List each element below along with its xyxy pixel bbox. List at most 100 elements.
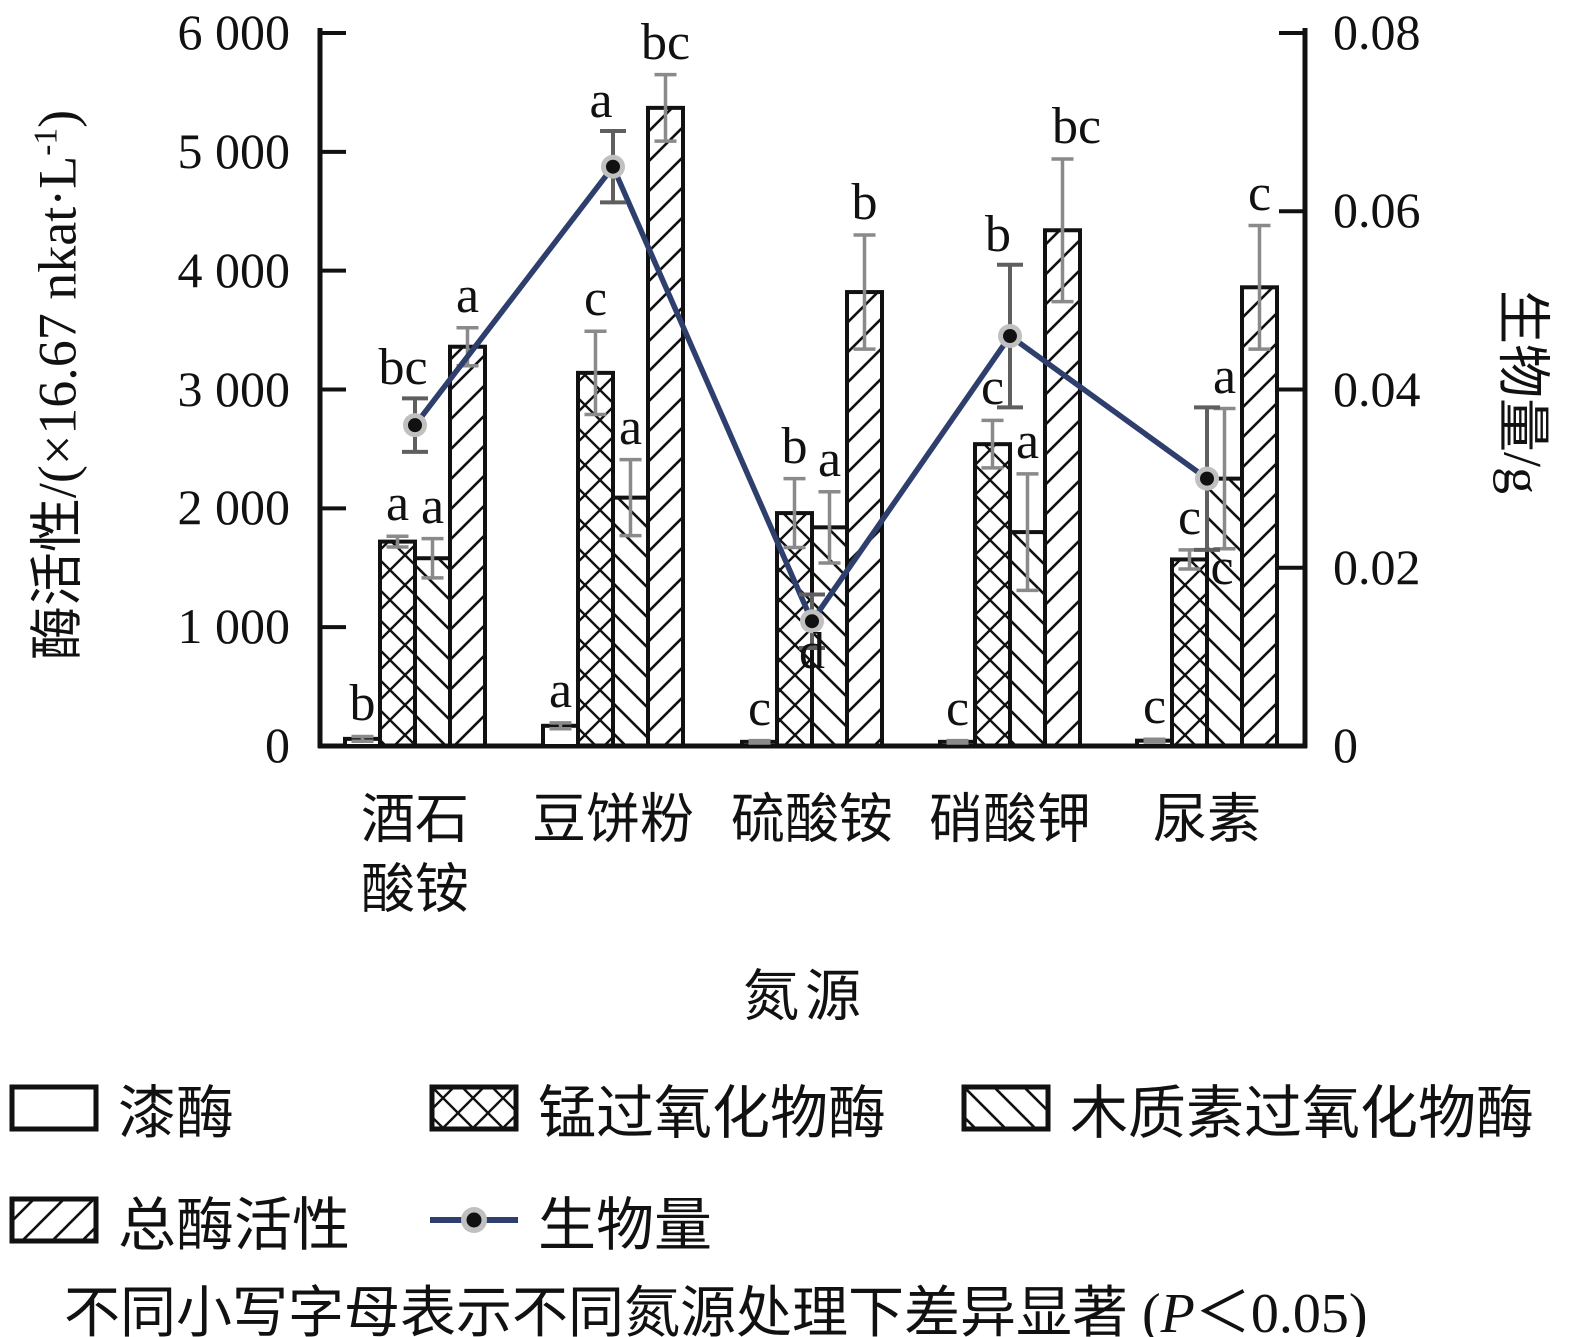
bar-锰过氧化物酶-g0 (378, 539, 417, 749)
legend-item-mnp: 锰过氧化物酶 (428, 1066, 886, 1150)
sig-letter-biomass-g0: bc (378, 339, 428, 397)
error-bar (421, 536, 444, 580)
sig-letter-总酶活性-g1: bc (640, 13, 691, 71)
biomass-marker (1003, 329, 1017, 344)
error-bar (853, 233, 876, 351)
x-axis-title: 氮源 (743, 952, 867, 1033)
left-axis-title-close: ) (27, 109, 88, 128)
legend-swatch-line-dot (430, 1207, 518, 1233)
sig-letter-木质素过氧化物酶-g2: a (817, 430, 842, 488)
legend-swatch-diag-back (961, 1084, 1051, 1132)
error-bar (584, 329, 607, 417)
y2-axis-tick-label: 0.04 (1333, 360, 1421, 417)
figure-caption: 不同小写字母表示不同氮源处理下差异显著 (P＜0.05) (64, 1268, 1368, 1337)
x-category-label-g1: 豆饼粉 (532, 789, 694, 850)
left-axis-title: 酶活性/(×16.67 nkat·L-1) (13, 110, 92, 660)
legend-item-laccase: 漆酶 (8, 1066, 234, 1150)
biomass-marker (805, 614, 819, 629)
bar-总酶活性-g2 (845, 290, 884, 748)
x-category-label-g4: 尿素 (1153, 789, 1261, 850)
biomass-marker (1200, 471, 1214, 486)
sig-letter-漆酶-g0: b (349, 675, 376, 733)
bar-总酶活性-g3 (1043, 228, 1082, 749)
bar-总酶活性-g0 (448, 344, 487, 748)
error-bar (351, 734, 374, 743)
error-bar (386, 534, 409, 549)
x-category-label-g0: 酒石 (361, 789, 469, 850)
bar-锰过氧化物酶-g3 (973, 442, 1012, 748)
legend-item-lip: 木质素过氧化物酶 (960, 1066, 1534, 1150)
error-bar (549, 721, 572, 731)
caption-prefix: 不同小写字母表示不同氮源处理下差异显著 ( (64, 1283, 1161, 1337)
error-bar (654, 72, 677, 143)
right-axis-title: 生物量/g (1489, 290, 1568, 494)
legend-swatch-plain (9, 1084, 99, 1132)
bar-总酶活性-g4 (1240, 285, 1279, 748)
caption-p-symbol: P (1160, 1283, 1195, 1337)
bar-锰过氧化物酶-g4 (1170, 557, 1209, 748)
left-axis-title-superscript: -1 (27, 127, 65, 156)
legend-label: 锰过氧化物酶 (538, 1081, 887, 1146)
error-bar (619, 457, 642, 538)
sig-letter-木质素过氧化物酶-g4: a (1212, 347, 1237, 405)
y-axis-tick-label: 4 000 (177, 241, 291, 298)
caption-suffix: ＜0.05) (1194, 1283, 1368, 1337)
error-bar (946, 738, 969, 745)
left-axis-title-text: 酶活性/(×16.67 nkat·L (27, 155, 88, 661)
sig-letter-漆酶-g3: c (945, 679, 970, 737)
bar-木质素过氧化物酶-g0 (413, 556, 452, 749)
sig-letter-漆酶-g4: c (1142, 678, 1167, 736)
y-axis-tick-label: 0 (265, 717, 290, 773)
legend-item-biomass: 生物量 (428, 1178, 712, 1262)
biomass-marker (606, 159, 620, 174)
error-bar (748, 738, 771, 745)
error-bar (1051, 157, 1074, 304)
biomass-marker (408, 418, 422, 433)
sig-letter-biomass-g1: a (589, 72, 613, 130)
error-bar (783, 476, 806, 550)
sig-letter-biomass-g3: b (985, 205, 1011, 263)
x-category-label-g3: 硝酸钾 (929, 789, 1091, 850)
sig-letter-锰过氧化物酶-g1: c (583, 270, 608, 328)
y2-axis-tick-label: 0.08 (1333, 4, 1421, 60)
sig-letter-总酶活性-g0: a (455, 266, 480, 324)
x-category-label-g0: 酸铵 (361, 859, 469, 920)
y-axis-tick-label: 6 000 (177, 4, 291, 60)
y2-axis-tick-label: 0.02 (1333, 538, 1421, 595)
legend-swatch-crosshatch (429, 1084, 519, 1132)
error-bar (981, 418, 1004, 470)
sig-letter-漆酶-g1: a (548, 661, 573, 719)
y2-axis-tick-label: 0.06 (1333, 182, 1421, 239)
error-bar (1016, 472, 1039, 593)
sig-letter-总酶活性-g2: b (851, 174, 878, 232)
sig-letter-木质素过氧化物酶-g0: a (420, 477, 445, 535)
legend-label: 木质素过氧化物酶 (1070, 1081, 1535, 1146)
sig-letter-锰过氧化物酶-g3: c (980, 359, 1005, 417)
legend-label: 总酶活性 (118, 1193, 351, 1258)
y-axis-tick-label: 5 000 (177, 122, 291, 179)
legend-item-total: 总酶活性 (8, 1178, 350, 1262)
sig-letter-木质素过氧化物酶-g1: a (618, 398, 643, 456)
sig-letter-木质素过氧化物酶-g3: a (1015, 412, 1040, 470)
sig-letter-biomass-g2: d (799, 623, 825, 681)
sig-letter-锰过氧化物酶-g4: c (1177, 488, 1202, 546)
right-axis-title-text: 生物量/g (1492, 289, 1553, 495)
x-axis-title-text: 氮源 (743, 966, 867, 1029)
sig-letter-总酶活性-g3: bc (1051, 97, 1102, 155)
error-bar (1248, 223, 1271, 351)
legend-label: 漆酶 (118, 1081, 235, 1146)
sig-letter-锰过氧化物酶-g2: b (781, 417, 808, 475)
bar-锰过氧化物酶-g1 (576, 370, 615, 748)
sig-letter-锰过氧化物酶-g0: a (385, 475, 410, 533)
y-axis-tick-label: 2 000 (177, 479, 291, 536)
y-axis-tick-label: 3 000 (177, 360, 291, 417)
legend-label: 生物量 (538, 1193, 713, 1258)
sig-letter-biomass-g4: c (1210, 539, 1234, 597)
y2-axis-tick-label: 0 (1333, 717, 1358, 773)
legend-swatch-diag-fwd (9, 1196, 99, 1244)
sig-letter-漆酶-g2: c (747, 679, 772, 737)
bar-总酶活性-g1 (646, 105, 685, 749)
sig-letter-总酶活性-g4: c (1247, 164, 1272, 222)
